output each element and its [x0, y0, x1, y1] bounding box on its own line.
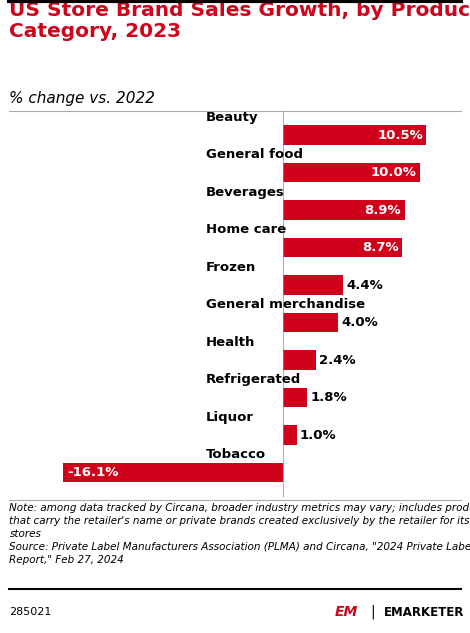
Text: US Store Brand Sales Growth, by Product
Category, 2023: US Store Brand Sales Growth, by Product …: [9, 1, 470, 41]
Text: 285021: 285021: [9, 607, 52, 617]
Text: 1.8%: 1.8%: [311, 391, 347, 404]
Text: Home care: Home care: [206, 223, 286, 236]
Text: Health: Health: [206, 336, 255, 349]
Text: 10.5%: 10.5%: [377, 128, 423, 142]
Bar: [283, 350, 316, 370]
Bar: [283, 388, 307, 407]
Bar: [283, 125, 426, 145]
Text: |: |: [370, 605, 375, 620]
Text: 10.0%: 10.0%: [370, 166, 416, 179]
Text: 2.4%: 2.4%: [319, 354, 356, 367]
Text: General merchandise: General merchandise: [206, 298, 365, 311]
Text: 1.0%: 1.0%: [300, 429, 337, 442]
Bar: [283, 163, 420, 182]
Text: EMARKETER: EMARKETER: [384, 606, 464, 618]
Text: Beverages: Beverages: [206, 186, 284, 199]
Text: 4.0%: 4.0%: [341, 316, 378, 329]
Text: 8.7%: 8.7%: [362, 241, 399, 254]
Text: % change vs. 2022: % change vs. 2022: [9, 92, 156, 106]
Text: EM: EM: [334, 605, 358, 619]
Text: 8.9%: 8.9%: [365, 204, 401, 216]
Bar: [283, 275, 343, 295]
Bar: [283, 313, 337, 332]
Text: Beauty: Beauty: [206, 111, 258, 124]
Bar: [283, 425, 297, 445]
Text: Note: among data tracked by Circana, broader industry metrics may vary; includes: Note: among data tracked by Circana, bro…: [9, 503, 470, 565]
Text: General food: General food: [206, 148, 303, 161]
Text: Refrigerated: Refrigerated: [206, 373, 301, 386]
Text: -16.1%: -16.1%: [67, 466, 118, 479]
Text: Liquor: Liquor: [206, 411, 254, 424]
Bar: [283, 238, 402, 258]
Text: 4.4%: 4.4%: [346, 279, 383, 292]
Bar: [63, 463, 283, 482]
Text: Frozen: Frozen: [206, 261, 256, 274]
Text: Tobacco: Tobacco: [206, 448, 266, 461]
Bar: [283, 201, 405, 220]
